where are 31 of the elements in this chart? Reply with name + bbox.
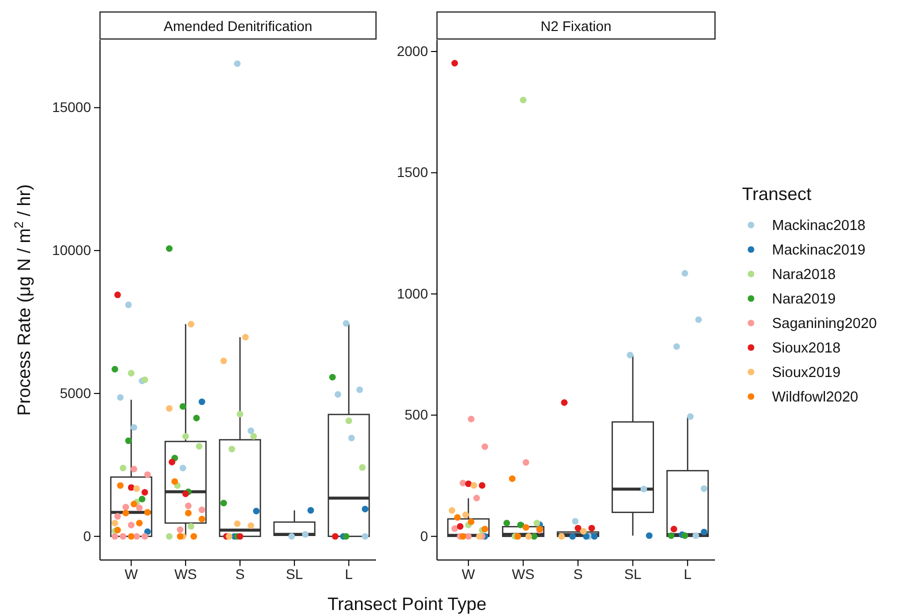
y-tick-label: 1500 xyxy=(396,164,428,180)
legend-label: Mackinac2018 xyxy=(772,218,866,234)
y-tick-label: 1000 xyxy=(396,285,428,302)
legend-label: Sioux2018 xyxy=(772,340,841,356)
y-tick-label: 10000 xyxy=(52,242,92,258)
legend-label: Mackinac2019 xyxy=(772,242,866,258)
x-tick-label: S xyxy=(235,566,245,582)
chart-title: Amended Denitrification xyxy=(164,18,312,34)
x-axis-title: Transect Point Type xyxy=(327,594,487,614)
x-tick-label: L xyxy=(684,566,692,582)
legend-label: Nara2019 xyxy=(772,292,836,308)
x-tick-label: SL xyxy=(286,566,304,582)
x-tick-label: W xyxy=(462,566,476,582)
y-tick-label: 15000 xyxy=(52,99,92,116)
y-tick-label: 500 xyxy=(404,406,428,423)
x-tick-label: W xyxy=(124,566,139,582)
y-tick-label: 5000 xyxy=(60,384,92,401)
y-tick-label: 0 xyxy=(420,528,428,544)
legend-label: Nara2018 xyxy=(772,267,836,283)
x-tick-label: WS xyxy=(512,566,534,582)
x-tick-label: S xyxy=(573,566,583,582)
legend-label: Saganining2020 xyxy=(772,316,877,332)
x-tick-label: WS xyxy=(174,566,197,582)
x-tick-label: L xyxy=(344,566,353,582)
legend-label: Wildfowl2020 xyxy=(772,390,858,406)
x-tick-label: SL xyxy=(624,566,642,582)
legend-title: Transect xyxy=(742,184,812,204)
chart-title: N2 Fixation xyxy=(540,18,612,34)
y-tick-label: 0 xyxy=(83,528,92,544)
legend-label: Sioux2019 xyxy=(772,365,841,381)
y-tick-label: 2000 xyxy=(396,42,428,59)
